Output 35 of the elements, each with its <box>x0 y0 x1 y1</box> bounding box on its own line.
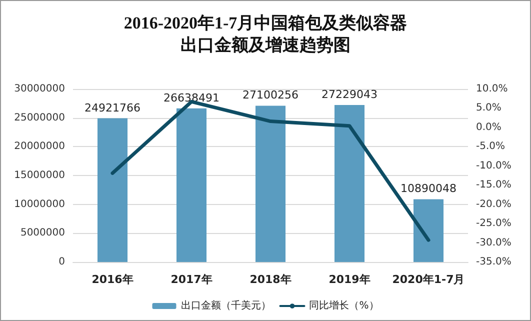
y2-tick-label: -25.0% <box>476 218 512 230</box>
data-label: 26638491 <box>164 91 220 104</box>
x-tick-label: 2017年 <box>170 273 212 286</box>
y-tick-label: 20000000 <box>14 141 65 152</box>
bar <box>334 104 365 262</box>
bar <box>97 118 128 262</box>
data-label: 27229043 <box>322 88 378 101</box>
bar <box>176 108 207 262</box>
y2-tick-label: 10.0% <box>476 84 508 94</box>
data-label: 27100256 <box>242 88 298 102</box>
y2-tick-label: -35.0% <box>476 256 512 268</box>
y2-tick-label: -30.0% <box>476 237 512 248</box>
x-tick-label: 2020年1-7月 <box>392 273 465 286</box>
chart-title: 2016-2020年1-7月中国箱包及类似容器出口金额及增速趋势图 <box>124 14 408 54</box>
y-tick-label: 10000000 <box>14 198 65 210</box>
y2-tick-label: -10.0% <box>476 160 512 172</box>
y2-tick-label: -5.0% <box>476 141 506 152</box>
legend-label: 同比增长（%） <box>309 300 379 312</box>
y-tick-label: 5000000 <box>20 228 65 239</box>
x-tick-label: 2016年 <box>92 273 134 286</box>
y2-tick-label: 5.0% <box>476 102 502 114</box>
bar <box>413 199 444 262</box>
bar <box>255 106 286 262</box>
x-tick-label: 2019年 <box>328 273 370 286</box>
data-label: 10890048 <box>400 182 456 196</box>
y2-tick-label: -20.0% <box>476 198 512 210</box>
x-tick-label: 2018年 <box>250 273 292 286</box>
y2-tick-label: -15.0% <box>476 180 512 191</box>
y2-tick-label: 0.0% <box>476 122 502 133</box>
data-label: 24921766 <box>84 101 140 114</box>
legend-label: 出口金额（千美元） <box>181 300 272 312</box>
y-tick-label: 15000000 <box>14 170 65 181</box>
y-tick-label: 30000000 <box>14 84 65 94</box>
y-tick-label: 0 <box>58 256 65 268</box>
y-tick-label: 25000000 <box>14 112 65 124</box>
